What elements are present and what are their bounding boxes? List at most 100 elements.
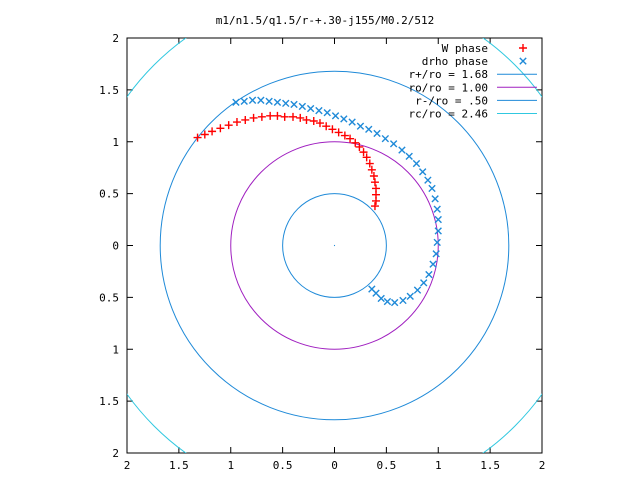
x-tick-label: 2 xyxy=(124,459,131,472)
point-w-phase xyxy=(257,112,266,121)
point-w-phase xyxy=(241,115,250,124)
point-w-phase xyxy=(232,118,241,127)
point-w-phase xyxy=(208,127,217,136)
point-drho-phase xyxy=(365,125,373,133)
legend-label-r-ro-1-68: r+/ro = 1.68 xyxy=(409,68,488,81)
point-w-phase xyxy=(369,171,378,180)
y-tick-label: 2 xyxy=(112,447,119,460)
point-w-phase xyxy=(334,128,343,137)
y-tick-label: 1.5 xyxy=(99,395,119,408)
point-w-phase xyxy=(359,148,368,157)
x-tick-label: 0.5 xyxy=(376,459,396,472)
y-tick-label: 1 xyxy=(112,136,119,149)
axis-ticks: 2 1.5 1 0.5 0 0.5 1 1.5 221.510.500.511.52 xyxy=(99,32,545,472)
point-w-phase xyxy=(216,124,225,133)
y-tick-label: 0.5 xyxy=(99,291,119,304)
circle-2.46 xyxy=(127,38,542,453)
point-w-phase xyxy=(280,112,289,121)
x-tick-label: 1 xyxy=(227,459,234,472)
point-w-phase xyxy=(322,122,331,131)
legend-label-drho-phase: drho phase xyxy=(422,55,488,68)
point-drho-phase xyxy=(373,129,381,138)
point-w-phase xyxy=(372,196,380,205)
point-w-phase xyxy=(367,165,376,174)
point-drho-phase xyxy=(429,260,437,268)
series-drho-phase xyxy=(232,96,442,307)
point-w-phase xyxy=(302,115,311,124)
x-tick-label: 0 xyxy=(331,459,338,472)
y-tick-label: 0 xyxy=(112,240,119,253)
point-drho-phase xyxy=(257,96,265,104)
circle-1.68 xyxy=(159,70,510,421)
point-drho-phase xyxy=(405,152,413,160)
chart-title: m1/n1.5/q1.5/r-+.30-j155/M0.2/512 xyxy=(216,14,435,27)
point-drho-phase xyxy=(390,298,399,307)
point-w-phase xyxy=(289,112,297,121)
point-drho-phase xyxy=(265,97,273,105)
x-tick-label: 1.5 xyxy=(480,459,500,472)
point-drho-phase xyxy=(399,296,407,305)
point-w-phase xyxy=(370,178,379,187)
legend-marker-drho-phase xyxy=(519,57,527,65)
legend-label-w-phase: W phase xyxy=(442,42,488,55)
point-drho-phase xyxy=(424,176,432,184)
point-w-phase xyxy=(296,113,305,122)
x-tick-label: 0.5 xyxy=(273,459,293,472)
point-drho-phase xyxy=(428,184,436,193)
series-w-phase xyxy=(193,111,380,211)
point-drho-phase xyxy=(413,286,422,294)
point-drho-phase xyxy=(389,140,398,148)
point-w-phase xyxy=(309,117,318,125)
x-tick-label: 2 xyxy=(539,459,546,472)
point-w-phase xyxy=(351,138,360,147)
legend-label-ro-ro-1-00: ro/ro = 1.00 xyxy=(409,81,488,94)
x-tick-label: 1 xyxy=(435,459,442,472)
point-drho-phase xyxy=(434,215,442,224)
point-w-phase xyxy=(200,130,209,139)
point-w-phase xyxy=(365,159,374,168)
point-drho-phase xyxy=(356,122,365,130)
legend-label-r-ro-50: r-/ro = .50 xyxy=(415,94,488,107)
point-w-phase xyxy=(370,202,379,211)
plot-area xyxy=(127,38,542,453)
point-drho-phase xyxy=(381,134,390,143)
x-tick-label: 1.5 xyxy=(169,459,189,472)
point-drho-phase xyxy=(412,159,421,168)
legend-marker-w-phase xyxy=(519,44,527,52)
point-w-phase xyxy=(315,119,324,128)
point-drho-phase xyxy=(432,250,440,258)
point-drho-phase xyxy=(383,297,392,306)
y-tick-label: 2 xyxy=(112,32,119,45)
y-tick-label: 1 xyxy=(112,343,119,356)
point-drho-phase xyxy=(248,96,257,104)
point-drho-phase xyxy=(418,168,427,176)
point-w-phase xyxy=(249,113,258,122)
point-w-phase xyxy=(355,142,364,151)
point-drho-phase xyxy=(425,270,433,279)
point-drho-phase xyxy=(331,112,340,120)
point-w-phase xyxy=(193,133,202,142)
point-w-phase xyxy=(340,131,349,140)
point-w-phase xyxy=(266,111,275,120)
point-w-phase xyxy=(224,121,233,130)
origin-dot xyxy=(333,244,336,247)
point-drho-phase xyxy=(433,205,441,213)
point-drho-phase xyxy=(431,195,439,203)
point-drho-phase xyxy=(273,98,282,107)
point-w-phase xyxy=(328,125,337,134)
point-drho-phase xyxy=(232,98,240,107)
point-drho-phase xyxy=(433,238,441,247)
point-drho-phase xyxy=(306,104,315,113)
y-tick-label: 1.5 xyxy=(99,84,119,97)
point-drho-phase xyxy=(315,106,323,115)
point-drho-phase xyxy=(298,102,307,111)
point-drho-phase xyxy=(323,109,331,117)
point-drho-phase xyxy=(406,292,414,301)
point-drho-phase xyxy=(368,285,376,293)
point-drho-phase xyxy=(240,97,248,105)
point-w-phase xyxy=(273,111,282,120)
point-drho-phase xyxy=(282,99,290,108)
point-w-phase xyxy=(362,153,371,162)
